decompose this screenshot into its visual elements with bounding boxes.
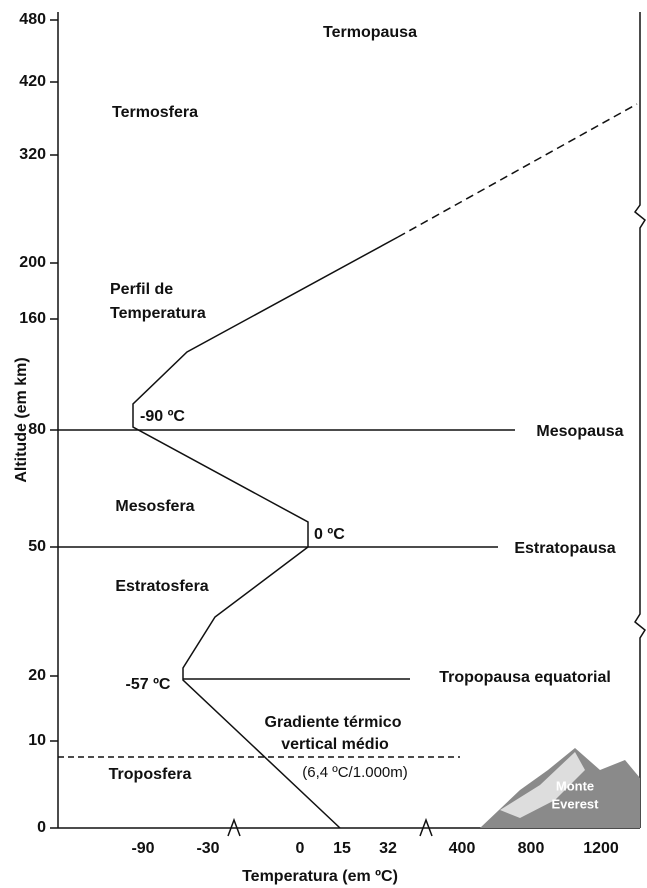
y-tick-label: 10 [28, 732, 46, 749]
x-tick-label: 0 [296, 840, 305, 857]
x-tick-label: -30 [196, 840, 219, 857]
y-ticks: 480 420 320 200 160 80 50 20 10 0 [19, 11, 58, 836]
mountain-snow [500, 752, 585, 818]
label: Mesopausa [536, 423, 623, 440]
label: vertical médio [281, 736, 389, 753]
profile [58, 103, 638, 829]
y-tick-label: 50 [28, 538, 46, 555]
x-tick-label: 800 [518, 840, 545, 857]
x-tick-label: 1200 [583, 840, 619, 857]
label: -57 ºC [126, 676, 171, 693]
x-tick-label: -90 [131, 840, 154, 857]
label: Tropopausa equatorial [439, 669, 611, 686]
label: -90 ºC [140, 408, 185, 425]
x-ticks: -90 -30 0 15 32 400 800 1200 [131, 840, 618, 857]
label: Estratopausa [514, 540, 615, 557]
label: Troposfera [109, 766, 192, 783]
x-tick-label: 32 [379, 840, 397, 857]
y-tick-label: 0 [37, 819, 46, 836]
label: Estratosfera [115, 578, 208, 595]
label: (6,4 ºC/1.000m) [302, 764, 408, 781]
label: Everest [552, 796, 600, 811]
x-tick-label: 15 [333, 840, 351, 857]
y-tick-label: 200 [19, 254, 46, 271]
label: Gradiente térmico [265, 714, 402, 731]
y-tick-label: 20 [28, 667, 46, 684]
label: Mesosfera [115, 498, 194, 515]
label: Monte [556, 778, 594, 793]
label: Perfil de [110, 281, 173, 298]
y-tick-label: 420 [19, 73, 46, 90]
x-tick-label: 400 [449, 840, 476, 857]
y-tick-label: 80 [28, 421, 46, 438]
label: Termosfera [112, 104, 198, 121]
label: Temperatura [110, 305, 206, 322]
y-tick-label: 320 [19, 146, 46, 163]
label: Termopausa [323, 24, 417, 41]
x-axis-title: Temperatura (em ºC) [242, 868, 398, 885]
y-axis-title: Altitude (em km) [13, 357, 30, 482]
y-tick-label: 160 [19, 310, 46, 327]
y-tick-label: 480 [19, 11, 46, 28]
label: 0 ºC [314, 526, 345, 543]
